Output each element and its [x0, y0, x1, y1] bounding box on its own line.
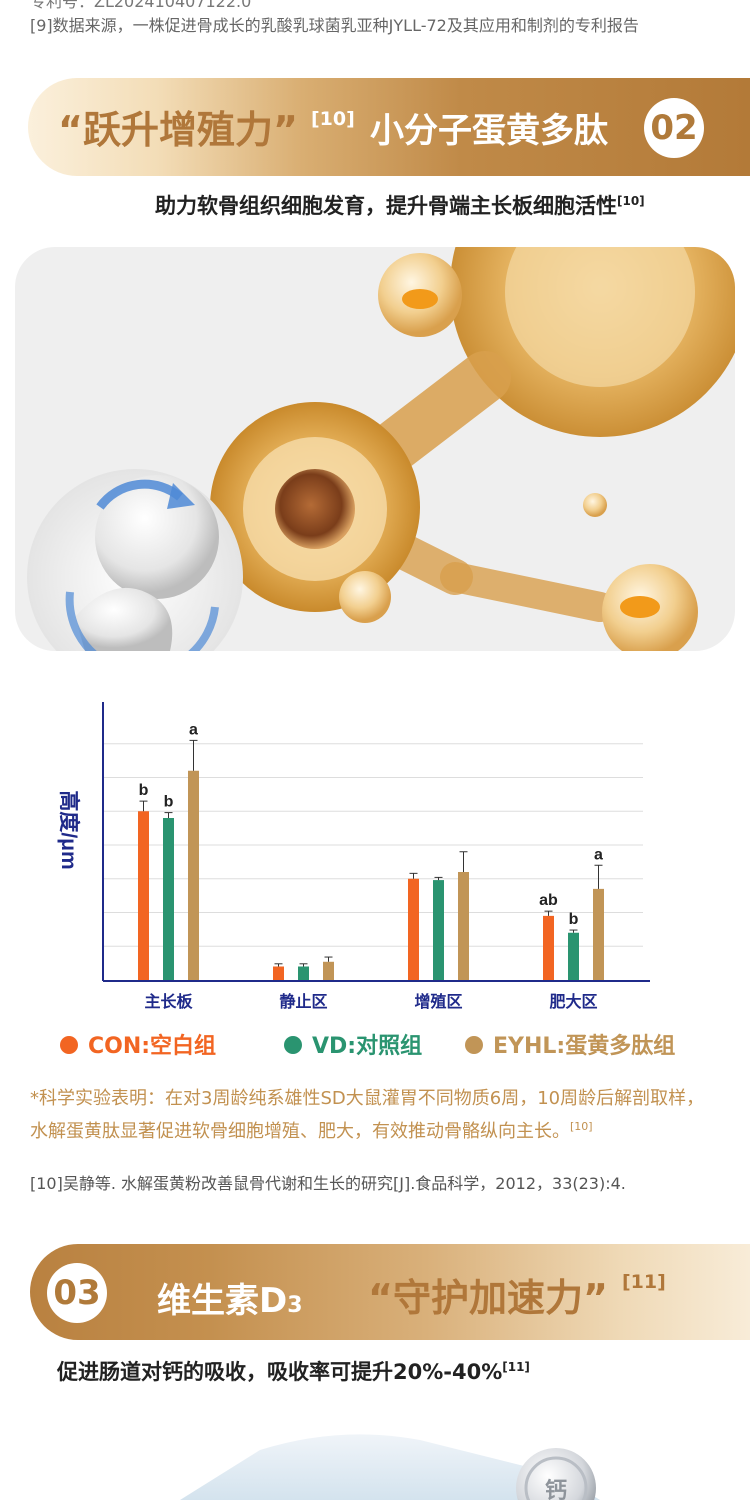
- bar: [458, 872, 469, 980]
- calcium-illustration: 钙: [180, 1434, 600, 1500]
- section-02-tagline: 助力软骨组织细胞发育，提升骨端主长板细胞活性[10]: [155, 190, 645, 220]
- section-02-tagline-text: 助力软骨组织细胞发育，提升骨端主长板细胞活性: [155, 194, 617, 218]
- bar: [433, 880, 444, 980]
- bar: [593, 888, 604, 980]
- y-axis-label: 高度/μm: [57, 790, 81, 869]
- molecule-bond: [440, 562, 615, 622]
- peptide-illustration: [15, 247, 735, 651]
- legend-item-vd: VD:对照组: [284, 1028, 422, 1060]
- significance-letter: b: [139, 782, 149, 799]
- bar: [163, 818, 174, 980]
- fish-oil-capsule-icon: [620, 596, 660, 618]
- section-03-quote-ref: [11]: [622, 1271, 666, 1293]
- section-02-tagline-ref: [10]: [617, 194, 645, 208]
- significance-letter: ab: [539, 892, 558, 909]
- fish-oil-capsule-icon: [402, 289, 438, 309]
- chart-grid: [103, 743, 643, 947]
- section-03-title: 维生素D3: [157, 1273, 303, 1322]
- significance-letter: b: [164, 794, 174, 811]
- legend-item-eyhl: EYHL:蛋黄多肽组: [465, 1028, 675, 1060]
- section-03-title-text: 维生素D: [157, 1281, 288, 1321]
- section-03-quote-title: “守护加速力”: [368, 1276, 608, 1320]
- bar: [188, 770, 199, 980]
- bar: [543, 915, 554, 980]
- significance-letter: a: [594, 846, 603, 863]
- molecule-bubble: [583, 493, 607, 517]
- section-03-tagline-ref: [11]: [502, 1360, 530, 1374]
- section-03-title-subscript: 3: [287, 1293, 303, 1318]
- molecule-large-inner: [505, 247, 695, 387]
- experiment-explanation-text: *科学实验表明：在对3周龄纯系雄性SD大鼠灌胃不同物质6周，10周龄后解剖取样，…: [30, 1088, 705, 1142]
- molecule-bubble: [339, 571, 391, 623]
- section-02-banner: [28, 78, 750, 176]
- category-label: 肥大区: [549, 992, 597, 1011]
- significance-letter: a: [189, 721, 198, 738]
- legend-item-con: CON:空白组: [60, 1028, 216, 1060]
- calcium-coin-ring: [524, 1456, 588, 1500]
- legend-dot-con: [60, 1036, 78, 1054]
- section-02-subtitle: 小分子蛋黄多肽: [370, 111, 608, 151]
- bar: [138, 811, 149, 980]
- bar: [568, 932, 579, 980]
- legend-label-vd: VD:对照组: [312, 1034, 423, 1059]
- section-02-number-badge: 02: [644, 98, 704, 158]
- rotation-arrow-icon: [65, 591, 219, 651]
- legend-label-eyhl: EYHL:蛋黄多肽组: [493, 1034, 676, 1059]
- section-03-tagline: 促进肠道对钙的吸收，吸收率可提升20%-40%[11]: [57, 1356, 530, 1386]
- category-label: 静止区: [279, 992, 327, 1011]
- calcium-coin-icon: [516, 1448, 596, 1500]
- section-03-number-badge: 03: [47, 1263, 107, 1323]
- bar: [273, 966, 284, 980]
- rotation-arrow-icon: [96, 479, 183, 510]
- reference-10: [10]吴静等. 水解蛋黄粉改善鼠骨代谢和生长的研究[J].食品科学，2012，…: [30, 1174, 626, 1193]
- category-label: 增殖区: [414, 992, 462, 1011]
- bar: [323, 961, 334, 980]
- category-label: 主长板: [144, 992, 193, 1011]
- footnote-9: [9]数据来源，一株促进骨成长的乳酸乳球菌乳亚种JYLL-72及其应用和制剂的专…: [30, 16, 639, 35]
- bar: [408, 878, 419, 980]
- section-02-quote-title: “跃升增殖力”: [58, 108, 298, 152]
- molecule-center-core: [275, 469, 355, 549]
- experiment-explanation-ref: [10]: [570, 1120, 593, 1133]
- section-03-banner: [30, 1244, 750, 1340]
- experiment-explanation: *科学实验表明：在对3周龄纯系雄性SD大鼠灌胃不同物质6周，10周龄后解剖取样，…: [30, 1085, 720, 1146]
- calcium-coin-label: 钙: [545, 1479, 567, 1500]
- chart-category-labels: 主长板 静止区 增殖区 肥大区: [144, 992, 597, 1011]
- bar: [298, 966, 309, 980]
- legend-label-con: CON:空白组: [88, 1034, 217, 1059]
- bone-shaft-icon: [75, 587, 173, 651]
- section-03-tagline-text: 促进肠道对钙的吸收，吸收率可提升20%-40%: [57, 1360, 503, 1384]
- molecule-illustration: [27, 247, 735, 651]
- section-02-quote-ref: [10]: [311, 108, 355, 130]
- rotation-arrow-head-icon: [167, 483, 195, 509]
- translucent-container-shape: [180, 1434, 600, 1500]
- legend-dot-eyhl: [465, 1036, 483, 1054]
- significance-letter: b: [569, 911, 579, 928]
- patent-number-line: 专利号：ZL202410407122.0: [30, 0, 252, 11]
- legend-dot-vd: [284, 1036, 302, 1054]
